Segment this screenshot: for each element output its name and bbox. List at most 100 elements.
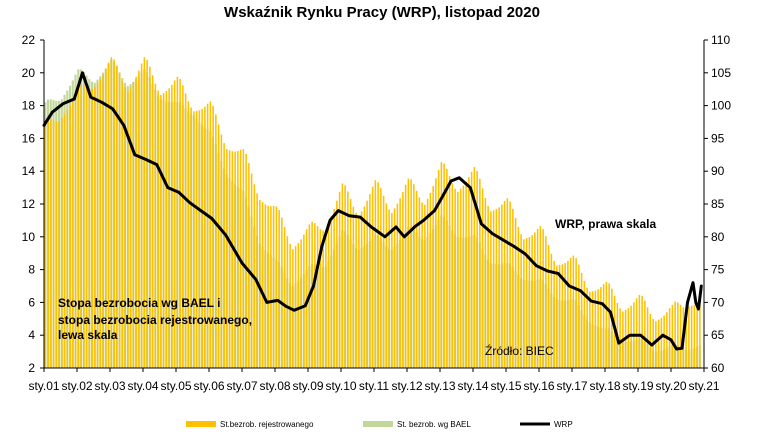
x-tick-label: sty.04 (127, 379, 158, 393)
registered-bar (564, 263, 566, 368)
registered-bar (245, 153, 247, 368)
right-tick-label: 65 (711, 328, 725, 342)
registered-bar (495, 209, 498, 368)
x-tick-label: sty.14 (457, 379, 488, 393)
registered-bar (107, 62, 110, 368)
registered-bar (226, 149, 228, 368)
registered-bar (567, 260, 569, 368)
registered-bar (685, 308, 687, 368)
registered-bar (278, 210, 280, 368)
registered-bar (589, 291, 591, 368)
x-tick-label: sty.13 (424, 379, 455, 393)
registered-bar (160, 94, 162, 368)
registered-bar (85, 86, 88, 369)
registered-bar (176, 76, 179, 369)
legend-swatch (363, 421, 393, 427)
registered-bar (435, 178, 437, 368)
registered-bar (457, 191, 459, 368)
registered-bar (377, 182, 379, 368)
registered-bar (102, 74, 104, 368)
right-tick-label: 75 (711, 263, 725, 277)
registered-bar (468, 177, 470, 368)
registered-bar (94, 86, 96, 369)
registered-bar (193, 111, 195, 368)
registered-bar (534, 232, 536, 368)
x-tick-label: sty.09 (292, 379, 323, 393)
registered-bar (83, 84, 85, 368)
registered-bar (484, 197, 487, 368)
left-tick-label: 16 (22, 131, 36, 145)
registered-bar (325, 229, 327, 368)
registered-bar (641, 295, 643, 368)
axes: 2 4 6 8 10 12 14 16 18 20 22 60 65 70 75 80 85 90 95 100 105… (22, 33, 732, 393)
registered-bar (105, 68, 107, 368)
registered-bar (209, 101, 212, 368)
left-tick-label: 14 (22, 164, 36, 178)
x-tick-label: sty.12 (391, 379, 422, 393)
registered-bar (341, 183, 344, 368)
registered-bar (113, 59, 115, 368)
registered-bar (503, 200, 506, 368)
registered-bar (410, 179, 412, 368)
registered-bar (561, 264, 564, 368)
registered-bar (644, 300, 646, 368)
registered-bar (476, 170, 478, 368)
registered-bar (649, 313, 652, 368)
registered-bar (88, 88, 91, 369)
registered-bar (171, 84, 173, 368)
registered-bar (110, 57, 113, 368)
registered-bar (77, 88, 80, 368)
registered-bar (63, 114, 66, 368)
registered-bar (663, 315, 665, 368)
registered-bar (281, 217, 283, 368)
registered-bar (294, 246, 297, 368)
registered-bar (344, 185, 346, 368)
registered-bar (699, 300, 701, 368)
registered-bar (415, 190, 418, 368)
registered-bar (465, 181, 467, 368)
registered-bar (261, 202, 264, 368)
registered-bar (586, 287, 588, 368)
registered-bar (572, 255, 575, 368)
registered-bar (286, 236, 289, 368)
registered-bar (338, 191, 341, 368)
registered-bar (157, 90, 159, 368)
registered-bar (55, 121, 58, 368)
x-tick-label: sty.19 (622, 379, 653, 393)
registered-bar (391, 213, 393, 368)
registered-bar (366, 200, 368, 368)
registered-bar (322, 230, 324, 368)
legend-label: WRP (554, 420, 573, 429)
registered-bar (231, 151, 234, 368)
registered-bar (498, 207, 500, 368)
registered-bar (402, 191, 404, 368)
registered-bar (316, 226, 319, 368)
registered-bar (333, 208, 335, 368)
legend-swatch (186, 421, 216, 427)
registered-bar (173, 80, 176, 368)
registered-bar (421, 202, 423, 368)
registered-bar (303, 234, 305, 368)
registered-bar (451, 183, 454, 368)
x-tick-label: sty.06 (193, 379, 224, 393)
registered-bar (297, 243, 300, 368)
left-tick-label: 2 (28, 361, 35, 375)
registered-bar (550, 253, 553, 368)
registered-bar (347, 191, 349, 368)
right-tick-label: 105 (711, 66, 731, 80)
annotations: WRP, prawa skala Stopa bezrobocia wg BAEL… (58, 217, 656, 358)
x-tick-label: sty.11 (359, 379, 390, 393)
registered-bar (655, 321, 657, 368)
registered-bar (693, 304, 696, 368)
registered-bar (314, 223, 316, 368)
registered-bar (517, 226, 520, 368)
x-tick-label: sty.17 (556, 379, 587, 393)
registered-bar (242, 149, 245, 368)
annotation: Źródło: BIEC (485, 343, 554, 358)
registered-bar (184, 93, 187, 369)
registered-bar (674, 301, 676, 368)
registered-bar (371, 186, 374, 368)
registered-bar (393, 208, 396, 368)
registered-bar (424, 204, 426, 368)
